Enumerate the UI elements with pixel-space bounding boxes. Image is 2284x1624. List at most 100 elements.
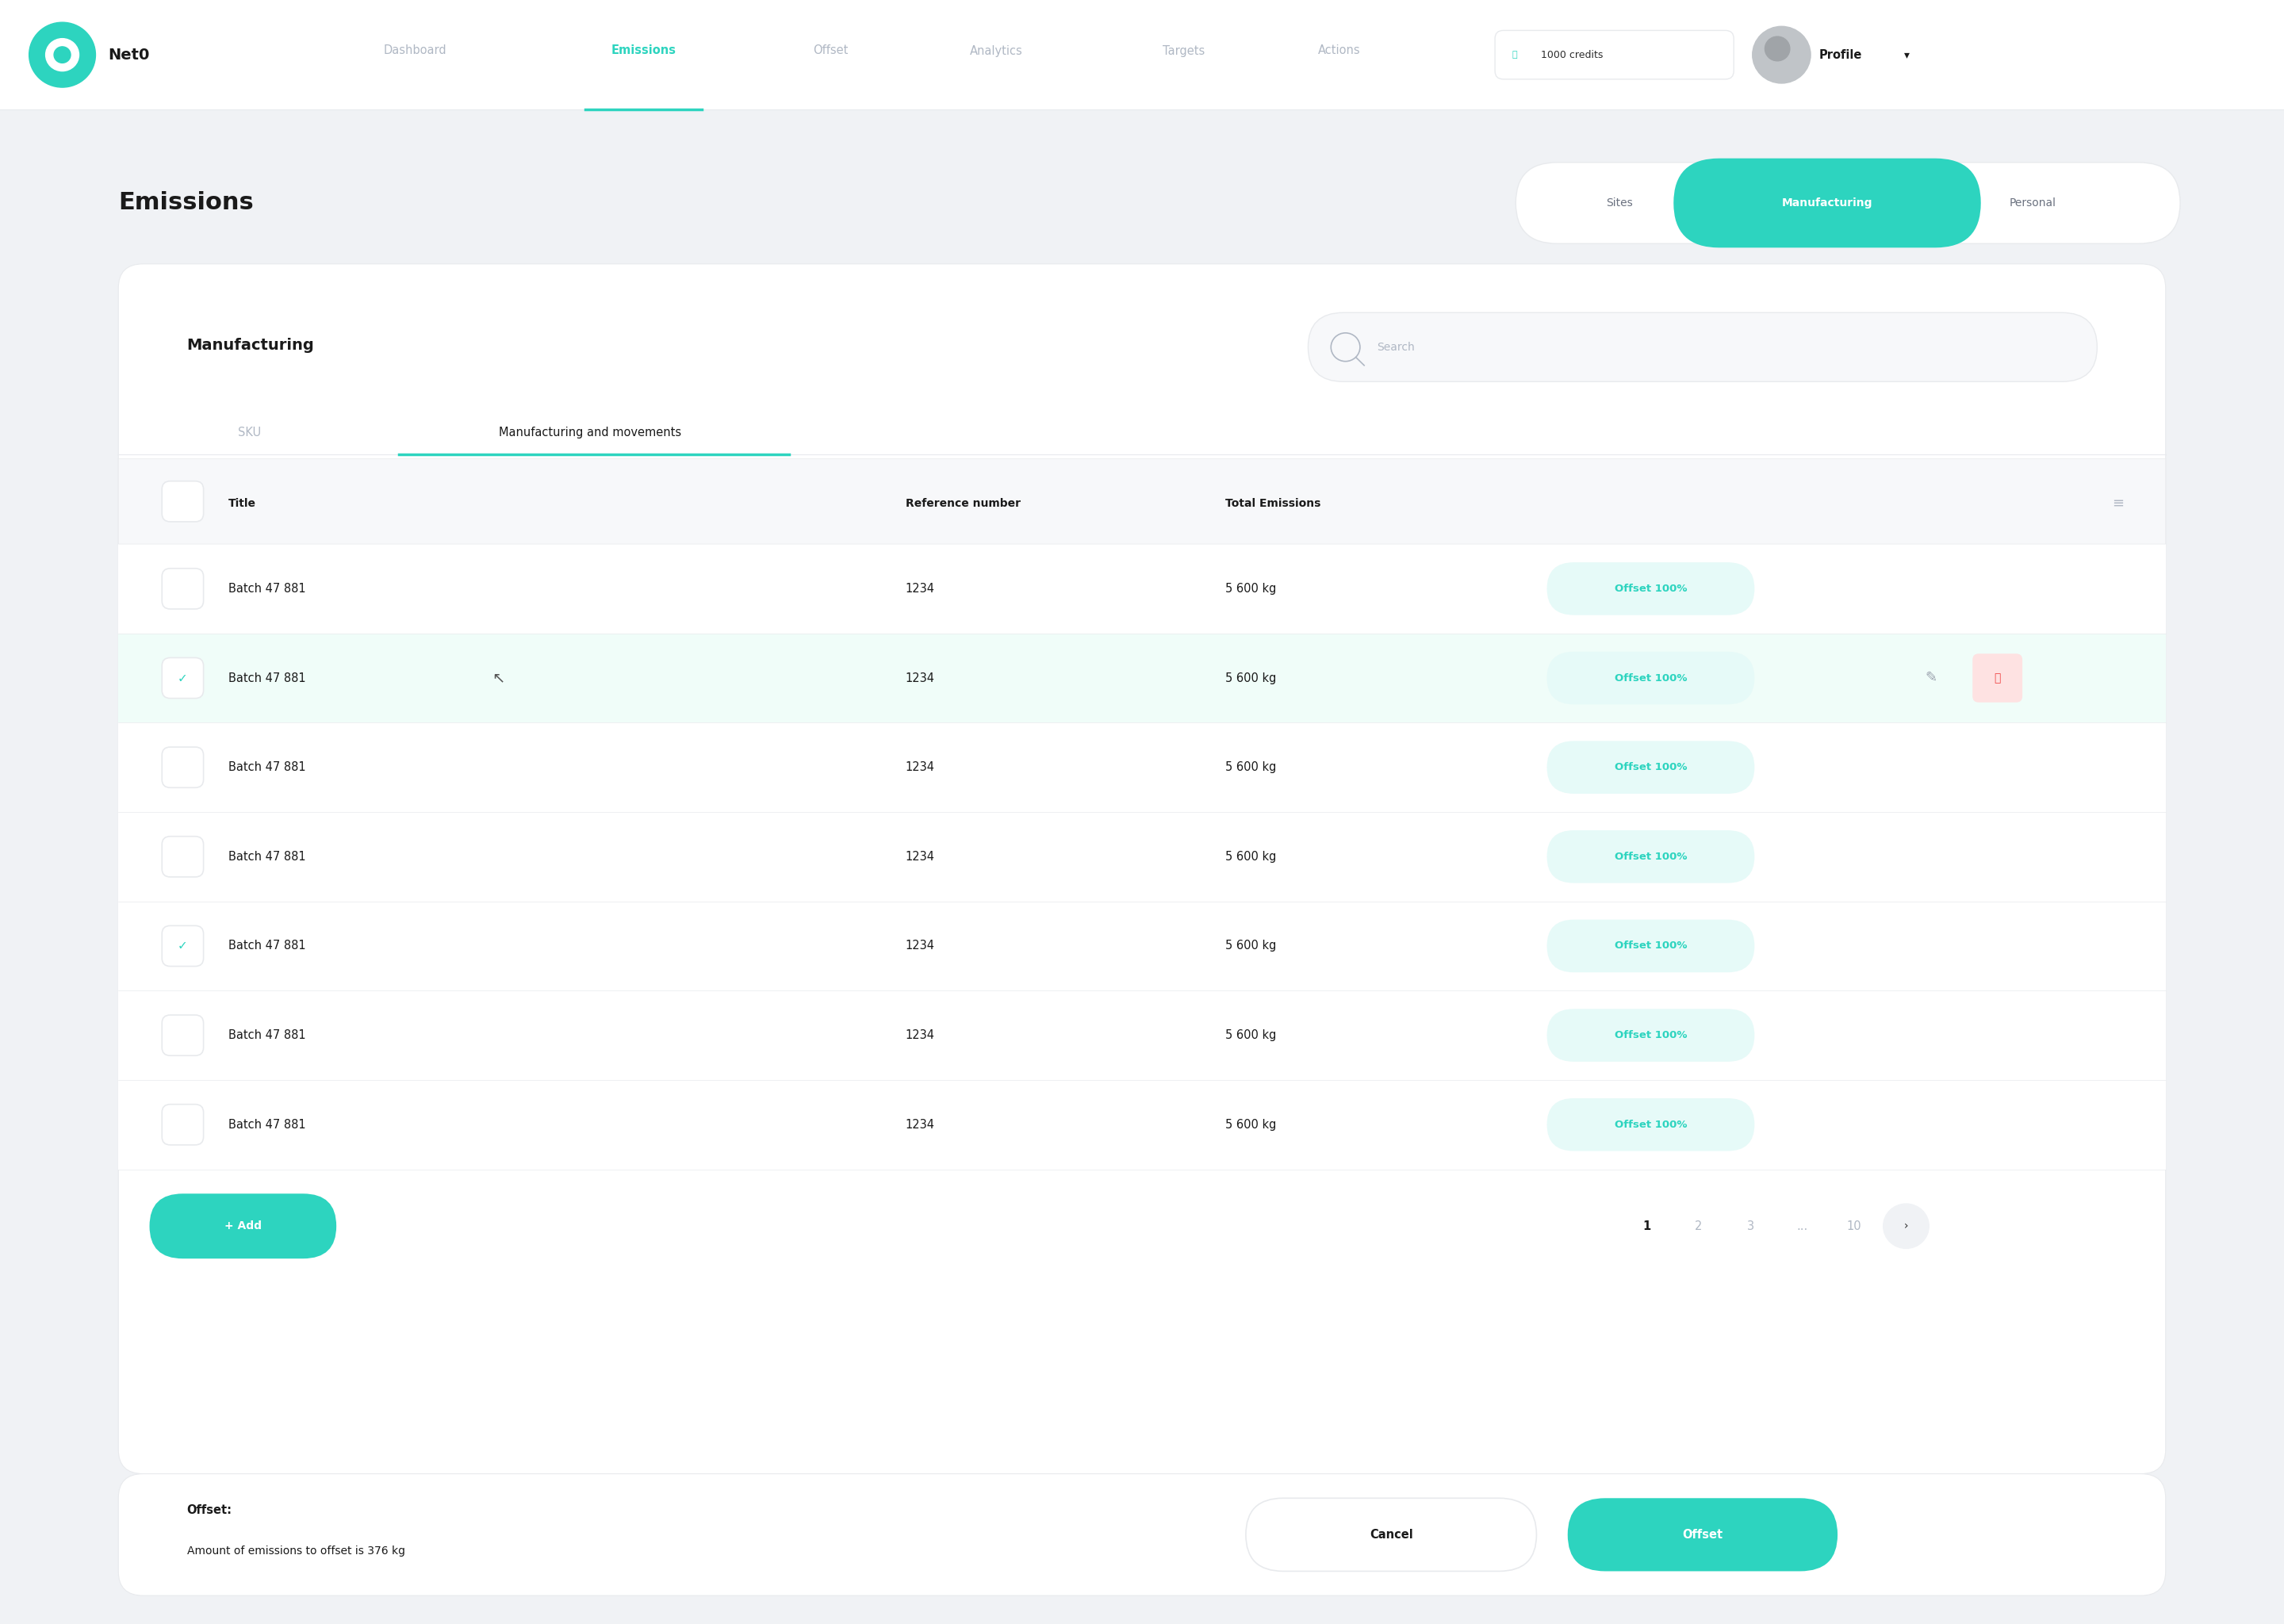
Text: Personal: Personal: [2010, 198, 2056, 208]
Bar: [119, 633, 2165, 723]
Text: Total Emissions: Total Emissions: [1224, 499, 1320, 508]
Text: 1234: 1234: [904, 940, 934, 952]
Bar: [119, 1080, 2165, 1169]
FancyBboxPatch shape: [1674, 159, 1980, 247]
Text: 1234: 1234: [904, 672, 934, 684]
Text: Net0: Net0: [107, 47, 148, 62]
Text: 3: 3: [1747, 1220, 1754, 1233]
Text: Offset 100%: Offset 100%: [1615, 1119, 1688, 1130]
FancyBboxPatch shape: [119, 263, 2165, 1475]
Text: Offset:: Offset:: [187, 1504, 233, 1517]
FancyBboxPatch shape: [162, 658, 203, 698]
Text: ...: ...: [1798, 1220, 1809, 1233]
Text: ✓: ✓: [178, 672, 187, 684]
Text: Amount of emissions to offset is 376 kg: Amount of emissions to offset is 376 kg: [187, 1546, 404, 1556]
Text: 🗑: 🗑: [1994, 672, 2001, 684]
Text: Manufacturing: Manufacturing: [1782, 198, 1873, 208]
Circle shape: [1884, 1203, 1930, 1249]
Text: Offset 100%: Offset 100%: [1615, 583, 1688, 594]
FancyBboxPatch shape: [148, 1194, 336, 1259]
Text: Batch 47 881: Batch 47 881: [228, 1119, 306, 1130]
FancyBboxPatch shape: [162, 1104, 203, 1145]
Text: Offset: Offset: [813, 45, 847, 57]
FancyBboxPatch shape: [1546, 919, 1754, 973]
Text: Manufacturing: Manufacturing: [187, 338, 315, 352]
Text: 1: 1: [1642, 1220, 1651, 1233]
FancyBboxPatch shape: [1517, 162, 2181, 244]
Text: 1234: 1234: [904, 583, 934, 594]
FancyBboxPatch shape: [1546, 741, 1754, 794]
Circle shape: [46, 39, 80, 71]
Bar: [119, 544, 2165, 633]
Text: 5 600 kg: 5 600 kg: [1224, 583, 1277, 594]
Text: Emissions: Emissions: [612, 45, 676, 57]
FancyBboxPatch shape: [1567, 1497, 1839, 1572]
FancyBboxPatch shape: [1496, 31, 1734, 80]
Text: ▾: ▾: [1905, 49, 1909, 60]
Text: 5 600 kg: 5 600 kg: [1224, 1119, 1277, 1130]
Text: SKU: SKU: [238, 427, 260, 438]
Text: Title: Title: [228, 499, 256, 508]
FancyBboxPatch shape: [162, 926, 203, 966]
FancyBboxPatch shape: [119, 1475, 2165, 1595]
FancyBboxPatch shape: [1546, 651, 1754, 705]
FancyBboxPatch shape: [162, 1015, 203, 1056]
Text: Sites: Sites: [1606, 198, 1633, 208]
Bar: [119, 723, 2165, 812]
Text: Cancel: Cancel: [1370, 1528, 1414, 1541]
Text: Reference number: Reference number: [904, 499, 1021, 508]
Text: Batch 47 881: Batch 47 881: [228, 940, 306, 952]
Circle shape: [30, 23, 96, 88]
Text: 1234: 1234: [904, 851, 934, 862]
FancyBboxPatch shape: [1546, 1009, 1754, 1062]
Text: Offset 100%: Offset 100%: [1615, 762, 1688, 773]
FancyBboxPatch shape: [1245, 1497, 1537, 1572]
Text: ›: ›: [1905, 1221, 1909, 1231]
Bar: [0, 0, 2284, 110]
Text: 1234: 1234: [904, 762, 934, 773]
Circle shape: [1752, 26, 1811, 83]
FancyBboxPatch shape: [162, 568, 203, 609]
Text: 1234: 1234: [904, 1030, 934, 1041]
Text: Offset 100%: Offset 100%: [1615, 851, 1688, 862]
FancyBboxPatch shape: [162, 481, 203, 521]
Text: Offset 100%: Offset 100%: [1615, 1030, 1688, 1041]
Text: Batch 47 881: Batch 47 881: [228, 1030, 306, 1041]
Text: Targets: Targets: [1163, 45, 1204, 57]
Circle shape: [1766, 37, 1791, 60]
Text: Offset: Offset: [1683, 1528, 1722, 1541]
FancyBboxPatch shape: [1546, 1098, 1754, 1151]
Text: Analytics: Analytics: [971, 45, 1023, 57]
Text: 2: 2: [1695, 1220, 1702, 1233]
Text: Offset 100%: Offset 100%: [1615, 672, 1688, 684]
Text: Batch 47 881: Batch 47 881: [228, 762, 306, 773]
Text: Search: Search: [1377, 341, 1414, 352]
Text: Emissions: Emissions: [119, 192, 254, 214]
Circle shape: [55, 47, 71, 63]
FancyBboxPatch shape: [1309, 312, 2097, 382]
Bar: [119, 991, 2165, 1080]
Text: ✎: ✎: [1925, 671, 1937, 685]
Text: Offset 100%: Offset 100%: [1615, 940, 1688, 952]
Text: 5 600 kg: 5 600 kg: [1224, 940, 1277, 952]
Text: Actions: Actions: [1318, 45, 1361, 57]
Text: Batch 47 881: Batch 47 881: [228, 672, 306, 684]
Text: Batch 47 881: Batch 47 881: [228, 583, 306, 594]
FancyBboxPatch shape: [162, 747, 203, 788]
Text: ↖: ↖: [491, 671, 505, 685]
Bar: [119, 812, 2165, 901]
Text: 5 600 kg: 5 600 kg: [1224, 762, 1277, 773]
Text: 1234: 1234: [904, 1119, 934, 1130]
Bar: [119, 901, 2165, 991]
Text: ≡: ≡: [2113, 497, 2124, 510]
FancyBboxPatch shape: [119, 458, 2165, 544]
Text: Batch 47 881: Batch 47 881: [228, 851, 306, 862]
Text: Profile: Profile: [1818, 49, 1861, 60]
FancyBboxPatch shape: [162, 836, 203, 877]
Text: + Add: + Add: [224, 1221, 263, 1231]
FancyBboxPatch shape: [1546, 562, 1754, 615]
FancyBboxPatch shape: [1973, 654, 2021, 702]
Text: Manufacturing and movements: Manufacturing and movements: [498, 427, 681, 438]
FancyBboxPatch shape: [1546, 830, 1754, 883]
Text: 5 600 kg: 5 600 kg: [1224, 1030, 1277, 1041]
